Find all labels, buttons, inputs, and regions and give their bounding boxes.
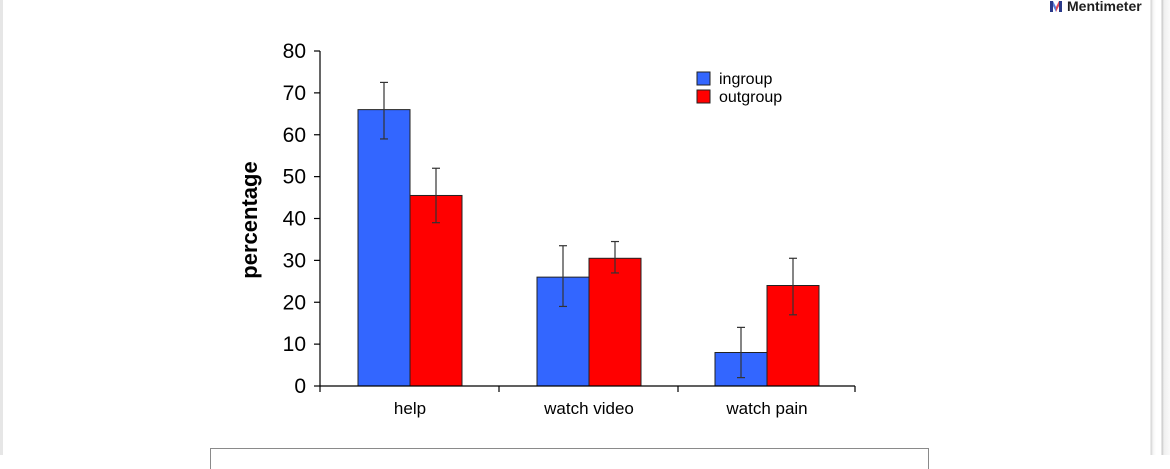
y-tick-label: 60 (283, 124, 306, 147)
y-tick-label: 50 (283, 166, 306, 189)
right-scroll-edge (1150, 0, 1170, 455)
left-border (0, 0, 3, 455)
bar-ingroup (357, 109, 411, 387)
mentimeter-logo-icon (1050, 1, 1062, 12)
x-category-label: help (394, 399, 426, 418)
y-axis-title: percentage (237, 161, 262, 278)
x-category-label: watch video (543, 399, 634, 418)
legend-label-ingroup: ingroup (719, 71, 772, 88)
x-category-label: watch pain (725, 399, 807, 418)
y-tick-label: 80 (283, 40, 306, 63)
bar-outgroup (588, 257, 642, 387)
y-tick-label: 20 (283, 291, 306, 314)
legend-swatch-ingroup (696, 71, 711, 86)
mentimeter-brand: Mentimeter (1050, 0, 1142, 14)
y-tick-label: 70 (283, 82, 306, 105)
brand-name: Mentimeter (1067, 0, 1142, 14)
y-tick-label: 40 (283, 208, 306, 231)
bar-chart: 0 10 20 30 40 50 60 70 80 help watch video watch pa… (237, 40, 856, 418)
y-tick-label: 10 (283, 333, 306, 356)
bottom-text-box (210, 448, 929, 469)
bar-outgroup (409, 194, 463, 387)
y-tick-label: 0 (294, 375, 306, 398)
legend-swatch-outgroup (696, 89, 711, 104)
legend-label-outgroup: outgroup (719, 89, 782, 106)
y-tick-label: 30 (283, 249, 306, 272)
